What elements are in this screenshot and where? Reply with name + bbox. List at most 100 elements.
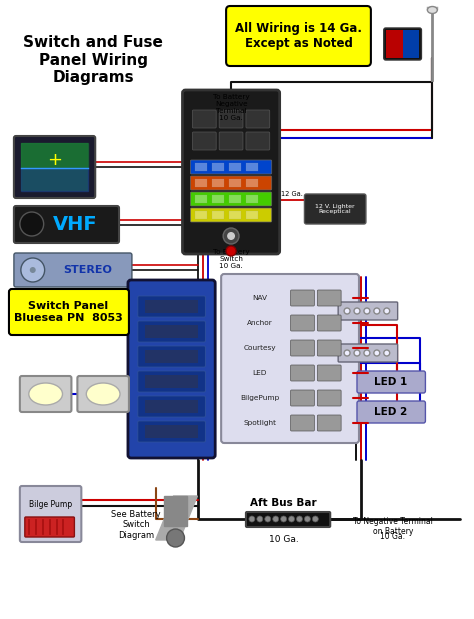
Circle shape (167, 529, 184, 547)
Circle shape (304, 516, 310, 522)
FancyBboxPatch shape (191, 208, 272, 222)
Text: Switch and Fuse
Panel Wiring
Diagrams: Switch and Fuse Panel Wiring Diagrams (23, 35, 163, 85)
Text: 12 V. Lighter
Receptical: 12 V. Lighter Receptical (315, 204, 355, 214)
FancyBboxPatch shape (14, 206, 119, 243)
Text: All Wiring is 14 Ga.
Except as Noted: All Wiring is 14 Ga. Except as Noted (235, 22, 362, 50)
FancyBboxPatch shape (138, 346, 205, 367)
Circle shape (289, 516, 294, 522)
Bar (212, 211, 224, 219)
Bar (195, 179, 207, 187)
Text: To Battery
Negative
Terminal
10 Ga.: To Battery Negative Terminal 10 Ga. (213, 94, 249, 121)
Text: Switch Panel
Bluesea PN  8053: Switch Panel Bluesea PN 8053 (14, 301, 123, 322)
FancyBboxPatch shape (317, 340, 341, 356)
Circle shape (297, 516, 302, 522)
Bar (229, 163, 241, 171)
Circle shape (223, 228, 239, 244)
FancyBboxPatch shape (219, 132, 243, 150)
Circle shape (354, 350, 360, 356)
Circle shape (364, 350, 370, 356)
FancyBboxPatch shape (226, 6, 371, 66)
FancyBboxPatch shape (304, 194, 366, 224)
Polygon shape (21, 143, 88, 168)
Bar (212, 163, 224, 171)
FancyBboxPatch shape (338, 302, 398, 320)
Circle shape (344, 350, 350, 356)
Text: LED: LED (253, 370, 267, 376)
FancyBboxPatch shape (192, 132, 216, 150)
FancyBboxPatch shape (25, 517, 74, 537)
Text: To Battery
Switch
10 Ga.: To Battery Switch 10 Ga. (213, 249, 249, 269)
Bar (145, 425, 198, 438)
FancyBboxPatch shape (138, 421, 205, 442)
Bar (145, 400, 198, 413)
FancyBboxPatch shape (291, 290, 314, 306)
Bar (229, 179, 241, 187)
Text: NAV: NAV (252, 295, 267, 301)
FancyBboxPatch shape (291, 365, 314, 381)
Circle shape (227, 232, 235, 240)
Circle shape (226, 246, 236, 256)
Bar (246, 163, 258, 171)
Bar (195, 195, 207, 203)
FancyBboxPatch shape (317, 365, 341, 381)
FancyBboxPatch shape (291, 415, 314, 431)
Bar (212, 195, 224, 203)
Bar (212, 179, 224, 187)
Circle shape (374, 350, 380, 356)
Text: Bilge Pump: Bilge Pump (29, 500, 72, 508)
Text: Spotlight: Spotlight (243, 420, 276, 426)
FancyBboxPatch shape (128, 280, 215, 458)
FancyBboxPatch shape (317, 415, 341, 431)
FancyBboxPatch shape (138, 371, 205, 392)
Circle shape (273, 516, 279, 522)
FancyBboxPatch shape (246, 110, 270, 128)
Bar (246, 195, 258, 203)
FancyBboxPatch shape (357, 401, 425, 423)
Text: See Battery
Switch
Diagram: See Battery Switch Diagram (111, 510, 161, 540)
Bar (229, 195, 241, 203)
Circle shape (364, 308, 370, 314)
Bar (195, 211, 207, 219)
Circle shape (257, 516, 263, 522)
Polygon shape (155, 496, 197, 540)
Bar (145, 325, 198, 338)
FancyBboxPatch shape (20, 486, 82, 542)
Text: LED 1: LED 1 (374, 377, 407, 387)
Circle shape (21, 258, 45, 282)
FancyBboxPatch shape (9, 289, 129, 335)
Bar (145, 300, 198, 313)
Circle shape (281, 516, 287, 522)
Circle shape (312, 516, 319, 522)
Text: +: + (47, 151, 62, 169)
FancyBboxPatch shape (191, 192, 272, 206)
Bar (386, 30, 402, 58)
FancyBboxPatch shape (221, 274, 359, 443)
FancyBboxPatch shape (291, 315, 314, 331)
Text: Aft Bus Bar: Aft Bus Bar (250, 498, 317, 508)
Circle shape (30, 267, 36, 273)
FancyBboxPatch shape (317, 315, 341, 331)
Text: 10 Ga.: 10 Ga. (269, 535, 299, 544)
FancyBboxPatch shape (246, 512, 330, 527)
FancyBboxPatch shape (291, 390, 314, 406)
Bar (21, 143, 88, 191)
Ellipse shape (428, 7, 438, 14)
FancyBboxPatch shape (317, 390, 341, 406)
FancyBboxPatch shape (138, 396, 205, 417)
FancyBboxPatch shape (20, 376, 72, 412)
FancyBboxPatch shape (219, 110, 243, 128)
Text: 12 Ga.: 12 Ga. (281, 191, 302, 197)
FancyBboxPatch shape (246, 132, 270, 150)
Circle shape (354, 308, 360, 314)
Ellipse shape (86, 383, 120, 405)
Text: 10 Ga.: 10 Ga. (380, 532, 405, 541)
Bar (246, 211, 258, 219)
Circle shape (265, 516, 271, 522)
Bar (195, 163, 207, 171)
FancyBboxPatch shape (192, 110, 216, 128)
Circle shape (374, 308, 380, 314)
Polygon shape (21, 168, 88, 191)
FancyBboxPatch shape (138, 296, 205, 317)
Bar (145, 350, 198, 363)
FancyBboxPatch shape (14, 253, 132, 287)
